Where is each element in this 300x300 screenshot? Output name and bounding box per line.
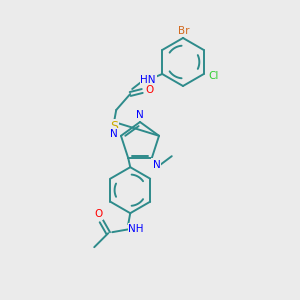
Text: O: O xyxy=(145,85,153,95)
Text: Br: Br xyxy=(178,26,190,36)
Text: N: N xyxy=(136,110,144,120)
Text: S: S xyxy=(110,119,118,133)
Text: N: N xyxy=(153,160,160,170)
Text: Cl: Cl xyxy=(208,71,219,81)
Text: N: N xyxy=(152,159,160,169)
Text: NH: NH xyxy=(128,224,144,234)
Text: HN: HN xyxy=(140,75,156,85)
Text: N: N xyxy=(110,129,118,139)
Text: O: O xyxy=(94,209,102,219)
